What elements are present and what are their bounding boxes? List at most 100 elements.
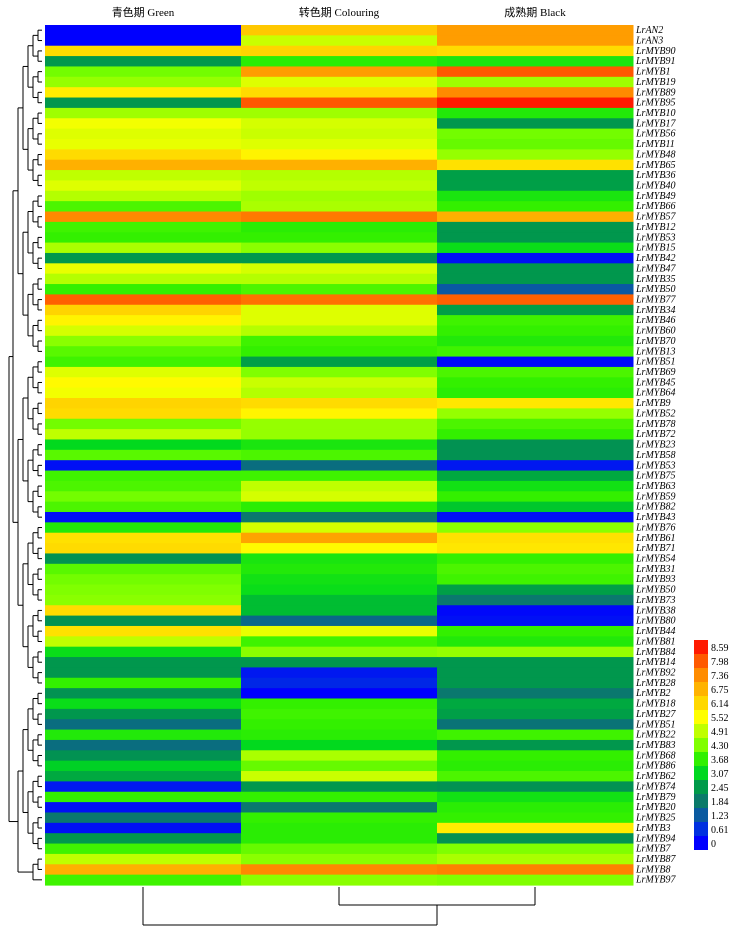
row-label: LrMYB43 — [635, 512, 675, 523]
row-label: LrMYB74 — [635, 781, 675, 792]
heatmap-cell — [437, 118, 634, 130]
heatmap-cell — [437, 180, 634, 192]
heatmap-cell — [241, 864, 438, 876]
heatmap-cell — [45, 636, 242, 648]
heatmap-cell — [45, 398, 242, 409]
heatmap-cell — [437, 657, 634, 669]
heatmap-cell — [241, 377, 438, 389]
heatmap-cell — [241, 511, 438, 523]
legend-swatch — [694, 682, 708, 696]
heatmap-cell — [45, 418, 242, 430]
heatmap-cell — [45, 864, 242, 876]
row-label: LrMYB18 — [635, 699, 675, 710]
heatmap-cell — [241, 698, 438, 710]
heatmap-cell — [45, 232, 242, 244]
row-label: LrMYB90 — [635, 46, 675, 57]
heatmap-cell — [45, 833, 242, 845]
row-label: LrMYB36 — [635, 170, 675, 181]
heatmap-cell — [241, 190, 438, 202]
heatmap-cell — [437, 719, 634, 731]
row-label: LrMYB68 — [635, 750, 675, 761]
heatmap-cell — [241, 563, 438, 575]
heatmap-cell — [45, 97, 242, 109]
heatmap-cell — [45, 802, 242, 814]
heatmap-cell — [241, 97, 438, 109]
heatmap-cell — [45, 159, 242, 171]
row-label: LrMYB53 — [635, 232, 675, 243]
heatmap-cell — [241, 25, 438, 36]
heatmap-cell — [437, 366, 634, 378]
heatmap-cell — [437, 211, 634, 223]
heatmap-cell — [45, 688, 242, 700]
heatmap-cell — [437, 97, 634, 109]
heatmap-cell — [45, 511, 242, 523]
row-label: LrMYB17 — [635, 118, 676, 129]
heatmap-cell — [437, 677, 634, 689]
heatmap-cell — [45, 480, 242, 492]
row-label: LrMYB38 — [635, 605, 675, 616]
heatmap-cell — [45, 594, 242, 606]
heatmap-cell — [241, 325, 438, 337]
column-title-1: 转色期 Colouring — [299, 5, 380, 19]
heatmap-cell — [437, 242, 634, 254]
legend-swatch — [694, 822, 708, 836]
row-label: LrMYB58 — [635, 450, 675, 461]
row-label: LrMYB57 — [635, 212, 676, 223]
row-label: LrMYB35 — [635, 274, 675, 285]
row-label: LrMYB9 — [635, 398, 670, 409]
heatmap-cell — [437, 708, 634, 720]
heatmap-cell — [45, 553, 242, 565]
legend-label: 2.45 — [711, 783, 729, 794]
heatmap-cell — [45, 853, 242, 865]
heatmap-cell — [437, 802, 634, 814]
heatmap-cell — [45, 180, 242, 192]
heatmap-cell — [437, 636, 634, 648]
heatmap-cell — [241, 480, 438, 492]
heatmap-cell — [241, 833, 438, 845]
row-label: LrMYB28 — [635, 678, 675, 689]
row-label: LrMYB75 — [635, 471, 675, 482]
heatmap-cell — [437, 346, 634, 358]
heatmap-cell — [437, 232, 634, 244]
heatmap-cell — [45, 719, 242, 731]
heatmap-cell — [437, 470, 634, 482]
heatmap-cell — [241, 491, 438, 503]
row-label: LrMYB65 — [635, 160, 675, 171]
heatmap-cell — [437, 543, 634, 555]
heatmap-cell — [45, 822, 242, 834]
heatmap-cell — [437, 667, 634, 679]
heatmap-cell — [437, 625, 634, 637]
row-label: LrMYB69 — [635, 367, 675, 378]
legend-swatch — [694, 668, 708, 682]
heatmap-cell — [437, 822, 634, 834]
row-label: LrMYB87 — [635, 854, 676, 865]
heatmap-cell — [437, 646, 634, 658]
heatmap-cell — [437, 304, 634, 316]
row-label: LrMYB31 — [635, 564, 675, 575]
heatmap-cell — [241, 56, 438, 68]
heatmap-cell — [241, 346, 438, 358]
row-label: LrMYB91 — [635, 56, 675, 67]
heatmap-cell — [241, 532, 438, 544]
heatmap-cell — [45, 657, 242, 669]
heatmap-cell — [437, 729, 634, 741]
heatmap-cell — [241, 45, 438, 57]
row-label: LrMYB51 — [635, 719, 675, 730]
legend-swatch — [694, 780, 708, 794]
heatmap-cell — [437, 791, 634, 803]
row-label: LrMYB79 — [635, 792, 675, 803]
heatmap-cell — [241, 242, 438, 254]
heatmap-cell — [437, 771, 634, 782]
heatmap-cell — [437, 739, 634, 751]
heatmap-cell — [45, 584, 242, 596]
row-label: LrMYB77 — [635, 294, 676, 305]
heatmap-cell — [241, 625, 438, 637]
heatmap-cell — [45, 242, 242, 254]
row-label: LrMYB76 — [635, 522, 675, 533]
heatmap-cell — [241, 304, 438, 316]
heatmap-cell — [241, 874, 438, 886]
legend-label: 7.98 — [711, 657, 729, 668]
heatmap-cell — [241, 315, 438, 327]
heatmap-cell — [437, 170, 634, 182]
heatmap-cell — [437, 128, 634, 140]
